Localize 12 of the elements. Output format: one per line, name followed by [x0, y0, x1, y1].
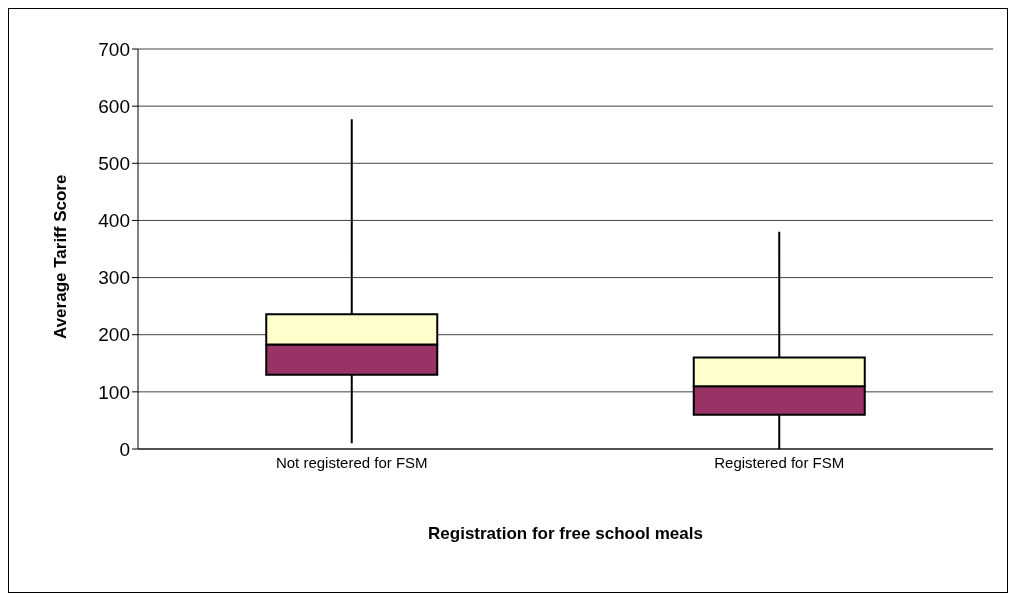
- y-tick-label: 500: [98, 153, 130, 175]
- x-tick-label: Registered for FSM: [714, 453, 845, 471]
- x-axis-title: Registration for free school meals: [428, 524, 703, 543]
- x-tick-label: Not registered for FSM: [275, 453, 428, 471]
- y-tick-label: 400: [98, 210, 130, 232]
- y-tick-label: 0: [119, 438, 130, 460]
- y-tick-label: 100: [98, 381, 130, 403]
- y-tick-label: 700: [98, 38, 130, 60]
- y-tick-label: 200: [98, 324, 130, 346]
- y-axis-title: Average Tariff Score: [51, 174, 71, 339]
- y-tick-label: 300: [98, 267, 130, 289]
- y-tick-label: 600: [98, 95, 130, 117]
